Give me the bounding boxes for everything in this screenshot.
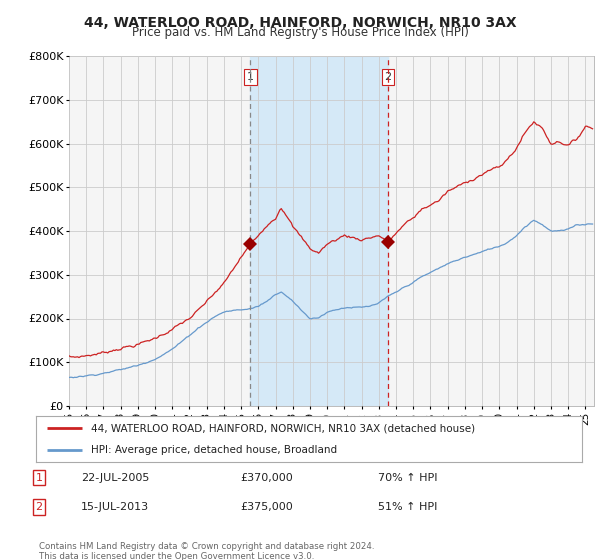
Bar: [250, 56, 388, 406]
Text: 1: 1: [35, 473, 43, 483]
Text: Contains HM Land Registry data © Crown copyright and database right 2024.
This d: Contains HM Land Registry data © Crown c…: [39, 542, 374, 560]
Text: Price paid vs. HM Land Registry's House Price Index (HPI): Price paid vs. HM Land Registry's House …: [131, 26, 469, 39]
Text: 1: 1: [247, 72, 254, 82]
Text: 44, WATERLOO ROAD, HAINFORD, NORWICH, NR10 3AX (detached house): 44, WATERLOO ROAD, HAINFORD, NORWICH, NR…: [91, 423, 475, 433]
Text: HPI: Average price, detached house, Broadland: HPI: Average price, detached house, Broa…: [91, 445, 337, 455]
Text: 15-JUL-2013: 15-JUL-2013: [81, 502, 149, 512]
Text: 51% ↑ HPI: 51% ↑ HPI: [378, 502, 437, 512]
Text: 22-JUL-2005: 22-JUL-2005: [81, 473, 149, 483]
Text: £375,000: £375,000: [240, 502, 293, 512]
Text: 44, WATERLOO ROAD, HAINFORD, NORWICH, NR10 3AX: 44, WATERLOO ROAD, HAINFORD, NORWICH, NR…: [83, 16, 517, 30]
Text: 70% ↑ HPI: 70% ↑ HPI: [378, 473, 437, 483]
Text: 2: 2: [385, 72, 392, 82]
Text: £370,000: £370,000: [240, 473, 293, 483]
Text: 2: 2: [35, 502, 43, 512]
